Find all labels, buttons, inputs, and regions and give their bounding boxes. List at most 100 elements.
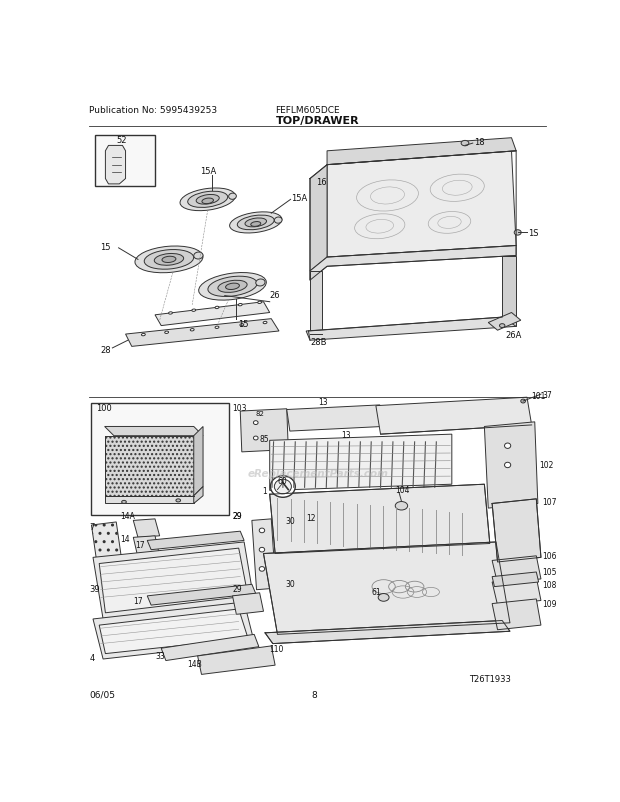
Polygon shape — [492, 499, 541, 562]
Polygon shape — [265, 621, 510, 644]
Polygon shape — [93, 542, 254, 619]
Polygon shape — [94, 136, 155, 187]
Text: 18: 18 — [474, 138, 485, 147]
Ellipse shape — [277, 521, 285, 529]
Text: 13: 13 — [317, 397, 327, 406]
Text: 106: 106 — [542, 552, 557, 561]
Ellipse shape — [122, 500, 126, 504]
Polygon shape — [133, 536, 160, 557]
Polygon shape — [376, 398, 532, 435]
Text: eReplacementParts.com: eReplacementParts.com — [247, 468, 388, 478]
Text: Publication No: 5995439253: Publication No: 5995439253 — [89, 106, 217, 115]
Ellipse shape — [275, 480, 291, 494]
Polygon shape — [105, 427, 203, 436]
Ellipse shape — [378, 593, 389, 602]
Polygon shape — [310, 246, 516, 281]
Polygon shape — [105, 146, 125, 184]
Text: 28B: 28B — [310, 338, 327, 346]
Text: TOP/DRAWER: TOP/DRAWER — [276, 115, 360, 126]
Ellipse shape — [278, 586, 283, 590]
Text: 13: 13 — [341, 430, 351, 439]
Text: 15: 15 — [100, 242, 111, 252]
Ellipse shape — [176, 499, 180, 502]
Polygon shape — [484, 423, 538, 508]
Text: 16: 16 — [316, 178, 327, 187]
Text: 1: 1 — [262, 486, 267, 496]
Text: 104: 104 — [396, 485, 410, 495]
Ellipse shape — [188, 192, 228, 209]
Text: 15A: 15A — [200, 166, 216, 176]
Ellipse shape — [208, 277, 257, 297]
Ellipse shape — [196, 195, 219, 205]
Ellipse shape — [396, 502, 408, 510]
Polygon shape — [492, 599, 541, 630]
Text: 108: 108 — [542, 580, 557, 589]
Ellipse shape — [259, 548, 265, 553]
Ellipse shape — [277, 585, 285, 592]
Polygon shape — [327, 139, 516, 165]
Polygon shape — [193, 487, 203, 504]
Ellipse shape — [141, 334, 145, 336]
Polygon shape — [193, 427, 203, 496]
Ellipse shape — [461, 141, 469, 147]
Ellipse shape — [278, 524, 283, 527]
Ellipse shape — [218, 281, 247, 293]
Text: 61: 61 — [372, 587, 382, 596]
Polygon shape — [241, 409, 288, 452]
Polygon shape — [133, 519, 160, 537]
Polygon shape — [492, 577, 541, 606]
Ellipse shape — [194, 253, 203, 260]
Polygon shape — [310, 165, 327, 272]
Ellipse shape — [215, 326, 219, 329]
Text: 37: 37 — [542, 390, 552, 399]
Text: 33: 33 — [155, 651, 165, 661]
Polygon shape — [502, 256, 516, 327]
Polygon shape — [99, 610, 248, 654]
Text: 85: 85 — [260, 434, 269, 443]
Text: 15: 15 — [238, 319, 249, 328]
Text: 29: 29 — [232, 512, 242, 520]
Text: 101: 101 — [532, 391, 546, 401]
Text: 17: 17 — [136, 540, 145, 549]
Text: 28: 28 — [100, 346, 112, 354]
Text: 107: 107 — [542, 498, 557, 507]
Ellipse shape — [165, 332, 169, 334]
Polygon shape — [125, 319, 279, 347]
Polygon shape — [155, 302, 270, 326]
Ellipse shape — [180, 188, 236, 212]
Ellipse shape — [259, 567, 265, 572]
Ellipse shape — [198, 273, 267, 301]
Polygon shape — [148, 585, 255, 606]
Ellipse shape — [215, 307, 219, 310]
Polygon shape — [99, 549, 248, 613]
Text: 100: 100 — [96, 404, 112, 413]
Text: 14A: 14A — [120, 511, 135, 520]
Ellipse shape — [229, 194, 236, 200]
Polygon shape — [92, 522, 123, 569]
Text: 29: 29 — [232, 584, 242, 593]
Ellipse shape — [202, 199, 213, 205]
Text: 30: 30 — [285, 516, 295, 525]
Ellipse shape — [250, 222, 261, 227]
Ellipse shape — [162, 257, 176, 263]
Ellipse shape — [521, 399, 526, 403]
Text: 17: 17 — [133, 596, 143, 606]
Polygon shape — [270, 484, 490, 554]
Ellipse shape — [226, 284, 239, 290]
Polygon shape — [105, 496, 193, 504]
Ellipse shape — [237, 216, 274, 230]
Ellipse shape — [505, 463, 511, 468]
Polygon shape — [286, 405, 383, 431]
Text: 06/05: 06/05 — [89, 690, 115, 699]
Ellipse shape — [229, 213, 282, 233]
Polygon shape — [264, 542, 510, 634]
Ellipse shape — [254, 436, 258, 440]
Text: 29: 29 — [232, 512, 242, 520]
Polygon shape — [492, 573, 539, 587]
Ellipse shape — [500, 324, 505, 328]
Ellipse shape — [190, 329, 194, 331]
Ellipse shape — [259, 529, 265, 533]
Text: 103: 103 — [232, 403, 247, 412]
Text: 14: 14 — [120, 534, 130, 543]
Ellipse shape — [275, 217, 282, 224]
